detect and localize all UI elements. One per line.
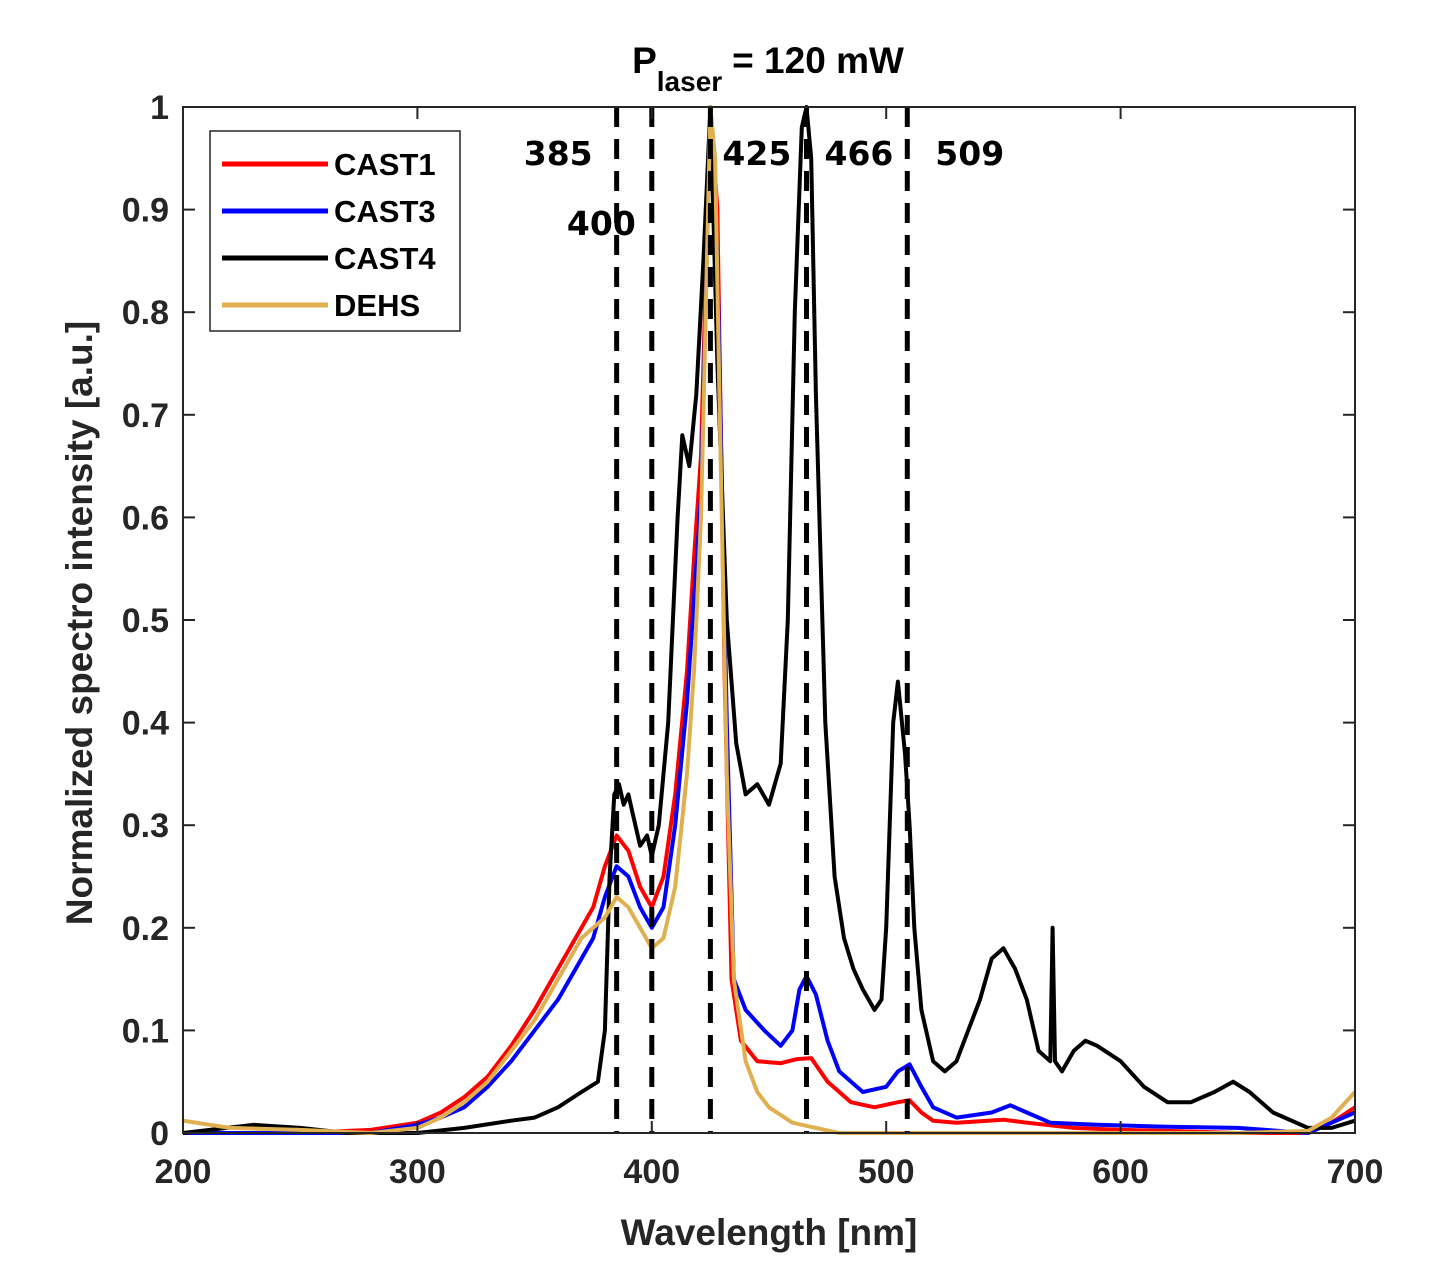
- legend-item-cast3: CAST3: [222, 194, 436, 229]
- x-tick-label: 200: [155, 1153, 212, 1191]
- reference-lines: 385 400 425 466 509: [524, 107, 1004, 1133]
- legend-label: CAST1: [334, 147, 436, 182]
- legend-item-cast4: CAST4: [222, 241, 436, 276]
- y-tick-label: 0.9: [122, 192, 169, 230]
- reference-label-385: 385: [524, 134, 593, 173]
- reference-label-509: 509: [935, 134, 1004, 173]
- x-axis-label: Wavelength [nm]: [621, 1212, 918, 1253]
- x-tick-label: 600: [1092, 1153, 1149, 1191]
- chart-title-main: P: [632, 40, 657, 81]
- y-tick-label: 0.4: [122, 705, 169, 743]
- legend-label: DEHS: [334, 288, 420, 323]
- legend-item-cast1: CAST1: [222, 147, 436, 182]
- y-tick-label: 0.2: [122, 910, 169, 948]
- axis-ticks: 200 300 400 500 600 700 0 0.1 0.2 0.3 0.4 0.5 0.6 0.7…: [122, 89, 1384, 1191]
- legend-label: CAST4: [334, 241, 436, 276]
- y-tick-label: 0.6: [122, 499, 169, 537]
- y-tick-label: 1: [150, 89, 169, 127]
- chart-title: Plaser = 120 mW: [632, 40, 904, 97]
- legend-item-dehs: DEHS: [222, 288, 420, 323]
- chart-title-rest: = 120 mW: [732, 40, 904, 81]
- x-tick-label: 700: [1327, 1153, 1384, 1191]
- x-tick-label: 500: [858, 1153, 915, 1191]
- series-line-dehs: [182, 105, 1357, 1135]
- x-tick-label: 300: [389, 1153, 446, 1191]
- series-line-cast3: [183, 105, 1356, 1135]
- y-tick-label: 0.1: [122, 1012, 169, 1050]
- reference-label-400: 400: [567, 204, 636, 243]
- y-tick-label: 0: [150, 1115, 169, 1153]
- y-tick-label: 0.3: [122, 807, 169, 845]
- x-tick-label: 400: [623, 1153, 680, 1191]
- y-tick-label: 0.7: [122, 397, 169, 435]
- legend-label: CAST3: [334, 194, 436, 229]
- y-axis-label: Normalized spectro intensity [a.u.]: [59, 321, 100, 925]
- y-tick-label: 0.8: [122, 294, 169, 332]
- reference-label-425: 425: [722, 134, 791, 173]
- legend: CAST1 CAST3 CAST4 DEHS: [209, 130, 461, 332]
- y-tick-label: 0.5: [122, 602, 169, 640]
- chart-title-sub: laser: [657, 66, 722, 97]
- reference-label-466: 466: [825, 134, 894, 173]
